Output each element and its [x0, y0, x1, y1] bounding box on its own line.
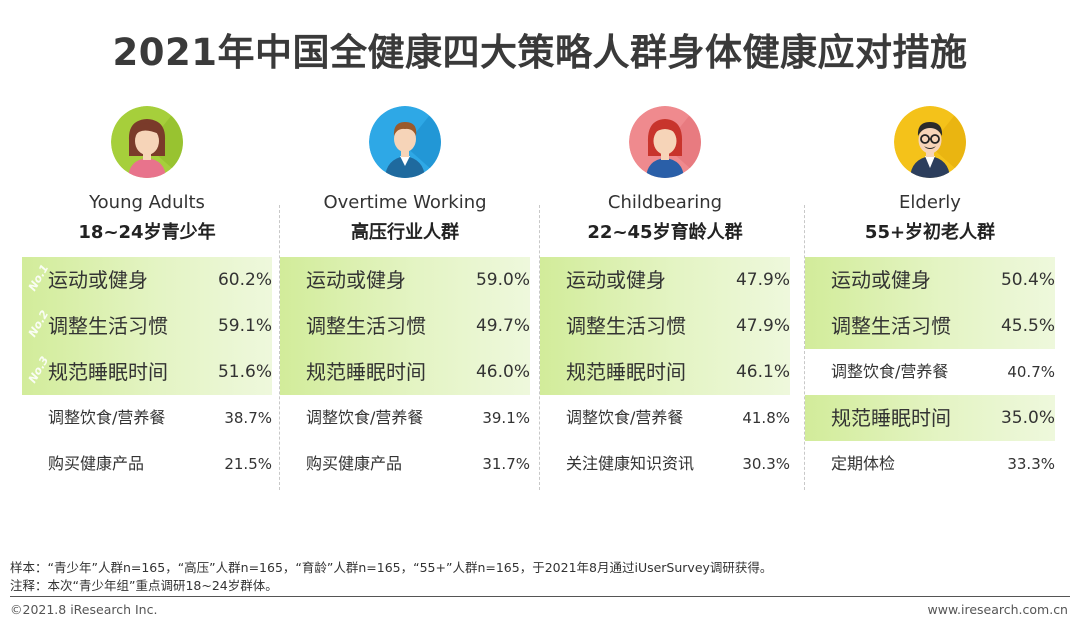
- measure-label: 购买健康产品: [306, 454, 403, 473]
- group-name-cn: 高压行业人群: [351, 222, 459, 243]
- measure-value: 46.1%: [735, 362, 790, 382]
- measure-label: 调整饮食/营养餐: [48, 408, 166, 427]
- measure-value: 51.6%: [217, 362, 272, 382]
- comment-note: 注释：本次“青少年组”重点调研18~24岁群体。: [10, 578, 278, 593]
- measure-row: No.2 调整生活习惯 59.1%: [22, 303, 272, 349]
- group-name-en: Elderly: [899, 192, 961, 213]
- measure-label: 调整生活习惯: [566, 314, 686, 338]
- measure-row: 调整饮食/营养餐 40.7%: [805, 349, 1055, 395]
- group-name-en: Childbearing: [607, 192, 723, 213]
- measure-label: 运动或健身: [48, 268, 148, 292]
- measure-label: 调整饮食/营养餐: [831, 362, 949, 381]
- measure-label: 运动或健身: [566, 268, 666, 292]
- measure-label: 运动或健身: [831, 268, 931, 292]
- young-woman-icon: [111, 106, 183, 178]
- measure-value: 59.1%: [217, 316, 272, 336]
- measure-value: 33.3%: [1007, 455, 1055, 473]
- group-name-cn: 18~24岁青少年: [78, 222, 216, 243]
- copyright: ©2021.8 iResearch Inc.: [10, 602, 158, 617]
- measure-row: 运动或健身 59.0%: [280, 257, 530, 303]
- measure-label: 购买健康产品: [48, 454, 145, 473]
- column-divider: [804, 205, 805, 490]
- measure-value: 39.1%: [482, 409, 530, 427]
- measure-label: 规范睡眠时间: [831, 406, 951, 430]
- measure-label: 调整生活习惯: [306, 314, 426, 338]
- measure-row: 规范睡眠时间 46.1%: [540, 349, 790, 395]
- elderly-man-glasses-icon: [894, 106, 966, 178]
- sample-note: 样本：“青少年”人群n=165，“高压”人群n=165，“育龄”人群n=165，…: [10, 560, 773, 575]
- measure-value: 49.7%: [475, 316, 530, 336]
- measure-row: 规范睡眠时间 46.0%: [280, 349, 530, 395]
- website-link[interactable]: www.iresearch.com.cn: [927, 602, 1069, 617]
- measure-label: 调整饮食/营养餐: [566, 408, 684, 427]
- page-title: 2021年中国全健康四大策略人群身体健康应对措施: [112, 31, 968, 74]
- measure-label: 调整饮食/营养餐: [306, 408, 424, 427]
- group-young-adults: Young Adults 18~24岁青少年 No.1 运动或健身 60.2% No.…: [22, 100, 272, 500]
- group-name-en: Overtime Working: [323, 192, 487, 213]
- measure-row: 调整生活习惯 49.7%: [280, 303, 530, 349]
- group-name-cn: 55+岁初老人群: [864, 222, 996, 243]
- measure-value: 47.9%: [735, 270, 790, 290]
- column-divider: [279, 205, 280, 490]
- group-childbearing: Childbearing 22~45岁育龄人群 运动或健身 47.9% 调整生活习惯…: [540, 100, 790, 500]
- column-divider: [539, 205, 540, 490]
- measure-row: No.3 规范睡眠时间 51.6%: [22, 349, 272, 395]
- woman-red-hair-icon: [629, 106, 701, 178]
- measure-row: 调整饮食/营养餐 39.1%: [280, 395, 530, 441]
- measure-row: 调整生活习惯 47.9%: [540, 303, 790, 349]
- measure-value: 46.0%: [475, 362, 530, 382]
- measure-list: 运动或健身 47.9% 调整生活习惯 47.9% 规范睡眠时间 46.1% 调整饮食/营养餐…: [540, 257, 790, 487]
- measure-label: 规范睡眠时间: [566, 360, 686, 384]
- measure-label: 定期体检: [831, 454, 896, 473]
- measure-value: 50.4%: [1000, 270, 1055, 290]
- measure-value: 35.0%: [1000, 408, 1055, 428]
- group-name-cn: 22~45岁育龄人群: [587, 222, 743, 243]
- group-elderly: Elderly 55+岁初老人群 运动或健身 50.4% 调整生活习惯 45.5% 调整…: [805, 100, 1055, 500]
- measure-value: 45.5%: [1000, 316, 1055, 336]
- group-overtime-working: Overtime Working 高压行业人群 运动或健身 59.0% 调整生活习惯…: [280, 100, 530, 500]
- measure-value: 59.0%: [475, 270, 530, 290]
- measure-list: 运动或健身 50.4% 调整生活习惯 45.5% 调整饮食/营养餐 40.7% 规范睡眠时间…: [805, 257, 1055, 487]
- measure-label: 调整生活习惯: [831, 314, 951, 338]
- measure-value: 31.7%: [482, 455, 530, 473]
- group-name-en: Young Adults: [89, 192, 205, 213]
- measure-value: 40.7%: [1007, 363, 1055, 381]
- measure-list: No.1 运动或健身 60.2% No.2 调整生活习惯 59.1% No.3 规范睡眠时间 5…: [22, 257, 272, 487]
- office-worker-icon: [369, 106, 441, 178]
- measure-row: 运动或健身 47.9%: [540, 257, 790, 303]
- measure-label: 关注健康知识资讯: [566, 454, 695, 473]
- measure-value: 41.8%: [742, 409, 790, 427]
- measure-row: 关注健康知识资讯 30.3%: [540, 441, 790, 487]
- measure-value: 60.2%: [217, 270, 272, 290]
- measure-label: 运动或健身: [306, 268, 406, 292]
- measure-row: 调整生活习惯 45.5%: [805, 303, 1055, 349]
- measure-value: 30.3%: [742, 455, 790, 473]
- measure-row: 购买健康产品 21.5%: [22, 441, 272, 487]
- measure-value: 47.9%: [735, 316, 790, 336]
- measure-row: 调整饮食/营养餐 41.8%: [540, 395, 790, 441]
- measure-row: 购买健康产品 31.7%: [280, 441, 530, 487]
- footer-divider: [10, 596, 1070, 597]
- measure-row: 规范睡眠时间 35.0%: [805, 395, 1055, 441]
- measure-list: 运动或健身 59.0% 调整生活习惯 49.7% 规范睡眠时间 46.0% 调整饮食/营养餐…: [280, 257, 530, 487]
- measure-row: 定期体检 33.3%: [805, 441, 1055, 487]
- measure-row: No.1 运动或健身 60.2%: [22, 257, 272, 303]
- measure-label: 规范睡眠时间: [306, 360, 426, 384]
- measure-label: 调整生活习惯: [48, 314, 168, 338]
- measure-row: 运动或健身 50.4%: [805, 257, 1055, 303]
- measure-label: 规范睡眠时间: [48, 360, 168, 384]
- measure-value: 21.5%: [224, 455, 272, 473]
- measure-value: 38.7%: [224, 409, 272, 427]
- measure-row: 调整饮食/营养餐 38.7%: [22, 395, 272, 441]
